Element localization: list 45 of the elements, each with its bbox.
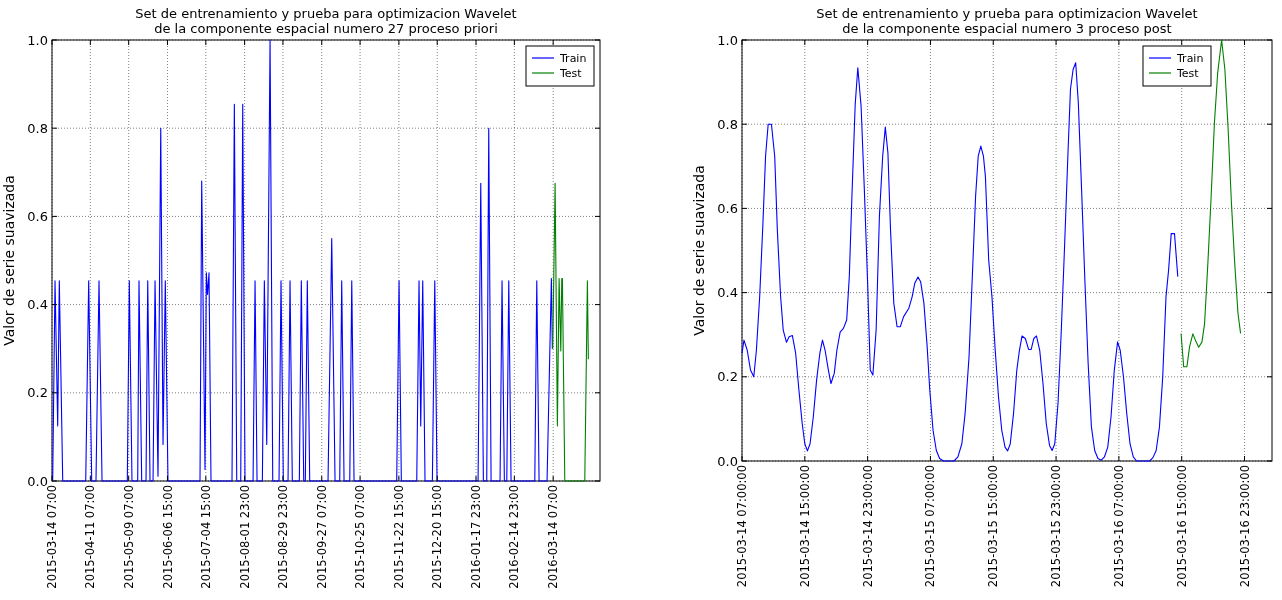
- y-tick-label: 0.4: [717, 285, 738, 301]
- y-axis-title: Valor de serie suavizada: [691, 165, 707, 336]
- x-tick-label: 2015-03-15 07:00:00: [923, 465, 938, 588]
- x-tick-label: 2015-08-01 23:00: [237, 485, 252, 589]
- chart-title: Set de entrenamiento y prueba para optimizacion Wavelet de la componente espacial numero 3 proceso post: [816, 6, 1198, 36]
- y-tick-label: 0.2: [27, 385, 48, 401]
- x-tick-label: 2015-04-11 07:00: [83, 485, 98, 589]
- x-tick-label: 2015-07-04 15:00: [198, 485, 213, 589]
- chart-title: Set de entrenamiento y prueba para optimizacion Wavelet de la componente espacial numero 27 proceso priori: [135, 6, 517, 36]
- y-tick-label: 0.0: [27, 473, 48, 489]
- y-tick-label: 0.6: [717, 200, 738, 216]
- x-tick-label: 2015-03-15 23:00:00: [1049, 465, 1064, 588]
- x-tick-label: 2015-11-22 15:00: [391, 485, 406, 589]
- x-tick-label: 2015-03-14 07:00: [45, 485, 60, 589]
- x-tick-label: 2015-03-16 23:00:00: [1237, 465, 1252, 588]
- legend-label: Test: [1176, 66, 1200, 80]
- y-tick-label: 0.4: [27, 297, 48, 313]
- line-series: [741, 62, 1179, 462]
- x-tick-label: 2015-06-06 15:00: [160, 485, 175, 589]
- x-tick-label: 2015-03-16 15:00:00: [1174, 465, 1189, 588]
- x-tick-label: 2015-03-15 15:00:00: [986, 465, 1001, 588]
- x-tick-label: 2016-03-14 07:00: [546, 485, 561, 589]
- x-tick-label: 2016-02-14 23:00: [507, 485, 522, 589]
- y-tick-label: 0.0: [717, 453, 738, 469]
- y-axis-title: Valor de serie suavizada: [1, 175, 17, 346]
- x-tick-label: 2016-01-17 23:00: [469, 485, 484, 589]
- x-tick-label: 2015-03-16 07:00:00: [1111, 465, 1126, 588]
- y-tick-label: 1.0: [27, 32, 48, 48]
- x-tick-label: 2015-03-14 15:00:00: [797, 465, 812, 588]
- y-tick-label: 0.6: [27, 208, 48, 224]
- legend-label: Train: [1176, 51, 1204, 65]
- x-tick-label: 2015-03-14 23:00:00: [860, 465, 875, 588]
- legend-label: Train: [559, 51, 587, 65]
- x-tick-label: 2015-10-25 07:00: [353, 485, 368, 589]
- x-tick-label: 2015-08-29 23:00: [275, 485, 290, 589]
- x-tick-label: 2015-05-09 07:00: [121, 485, 136, 589]
- y-tick-label: 1.0: [717, 32, 738, 48]
- line-series: [552, 182, 589, 482]
- y-tick-label: 0.2: [717, 369, 738, 385]
- y-tick-label: 0.8: [27, 120, 48, 136]
- legend-label: Test: [559, 66, 583, 80]
- x-tick-label: 2015-12-20 15:00: [430, 485, 445, 589]
- x-tick-label: 2015-03-14 07:00:00: [735, 465, 750, 588]
- y-tick-label: 0.8: [717, 116, 738, 132]
- x-tick-label: 2015-09-27 07:00: [314, 485, 329, 589]
